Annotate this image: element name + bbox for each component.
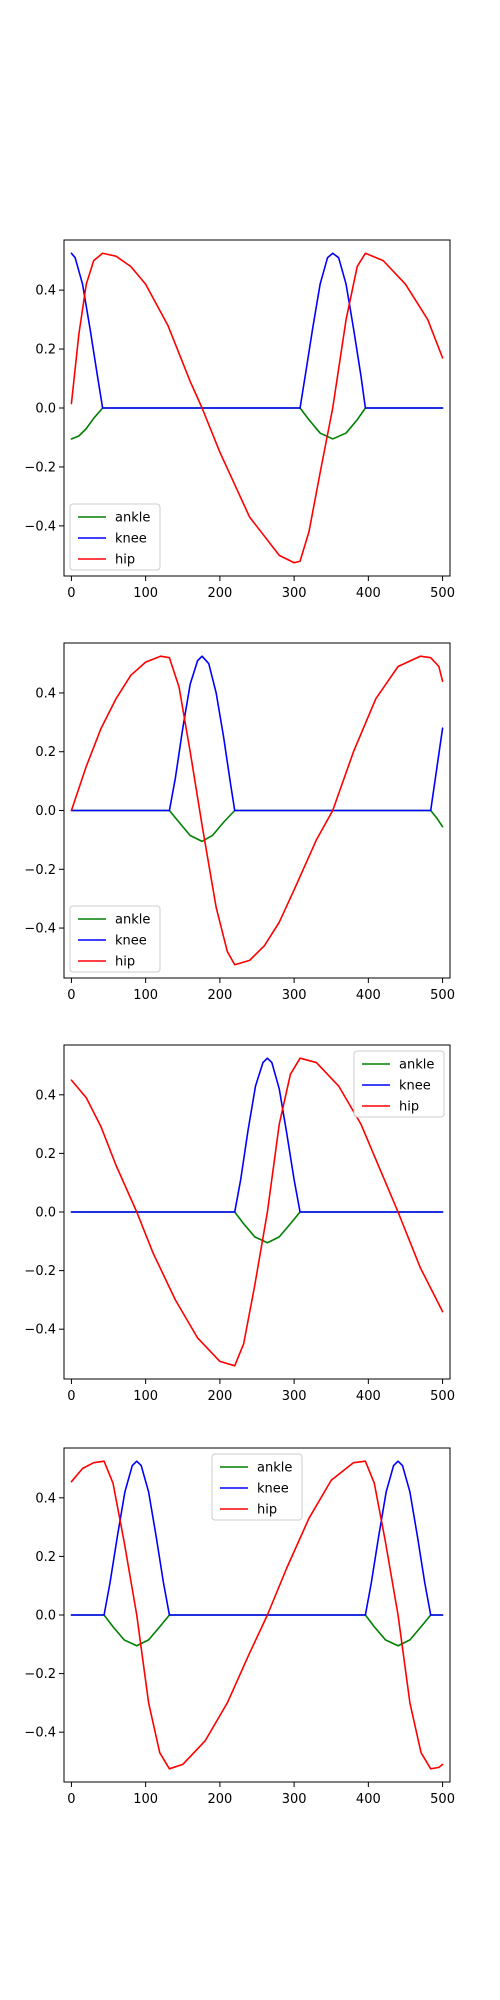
legend-label-knee: knee [399, 1079, 431, 1094]
x-tick-label: 400 [356, 1389, 381, 1404]
x-tick-label: 500 [430, 586, 455, 601]
x-tick-label: 200 [207, 1792, 232, 1807]
series-line-ankle [70, 1211, 444, 1244]
legend: ankle knee hip [211, 1453, 303, 1521]
series-line-ankle [70, 1614, 444, 1647]
y-tick-label: −0.4 [24, 922, 56, 937]
y-tick-label: 0.4 [35, 1088, 56, 1103]
x-tick-label: 0 [67, 1389, 75, 1404]
chart-panel-4: 0 100 200 300 400 500 −0.4 −0.2 0.0 0.2 0.4 ankle kn… [24, 1447, 455, 1807]
y-tick-label: 0.0 [35, 1206, 56, 1221]
legend-label-knee: knee [115, 934, 147, 949]
x-tick-label: 200 [207, 988, 232, 1003]
y-tick-label: −0.4 [24, 519, 56, 534]
series-line-hip [70, 655, 444, 966]
y-tick-label: 0.0 [35, 1609, 56, 1624]
legend-box [69, 503, 161, 571]
series-line-knee [70, 655, 444, 812]
legend-box [353, 1050, 445, 1118]
y-tick-label: −0.2 [24, 460, 56, 475]
y-tick-label: −0.2 [24, 863, 56, 878]
series-line-hip [70, 1460, 444, 1770]
x-tick-label: 100 [133, 1792, 158, 1807]
legend-label-hip: hip [115, 955, 135, 970]
legend-label-ankle: ankle [399, 1058, 434, 1073]
x-tick-label: 0 [67, 988, 75, 1003]
y-tick-label: −0.2 [24, 1264, 56, 1279]
x-tick-label: 300 [282, 988, 307, 1003]
y-tick-label: 0.0 [35, 402, 56, 417]
legend-label-knee: knee [115, 532, 147, 547]
x-tick-label: 0 [67, 1792, 75, 1807]
y-tick-label: 0.2 [35, 745, 56, 760]
y-tick-label: 0.2 [35, 343, 56, 358]
legend-label-ankle: ankle [115, 913, 150, 928]
x-tick-label: 100 [133, 988, 158, 1003]
y-tick-label: 0.2 [35, 1550, 56, 1565]
legend: ankle knee hip [353, 1050, 445, 1118]
legend-label-knee: knee [257, 1482, 289, 1497]
x-tick-label: 0 [67, 586, 75, 601]
x-tick-label: 400 [356, 1792, 381, 1807]
legend-label-hip: hip [115, 553, 135, 568]
chart-panel-3: 0 100 200 300 400 500 −0.4 −0.2 0.0 0.2 0.4 ankle kn… [24, 1044, 455, 1404]
y-tick-label: −0.4 [24, 1323, 56, 1338]
legend-label-hip: hip [399, 1100, 419, 1115]
x-tick-label: 200 [207, 586, 232, 601]
x-tick-label: 500 [430, 1792, 455, 1807]
legend: ankle knee hip [69, 905, 161, 973]
y-tick-label: 0.4 [35, 1491, 56, 1506]
legend-box [69, 905, 161, 973]
x-tick-label: 300 [282, 1389, 307, 1404]
legend: ankle knee hip [69, 503, 161, 571]
chart-panel-2: 0 100 200 300 400 500 −0.4 −0.2 0.0 0.2 0.4 ankle kn… [24, 642, 455, 1003]
x-tick-label: 100 [133, 1389, 158, 1404]
series-line-ankle [70, 407, 444, 440]
legend-label-hip: hip [257, 1503, 277, 1518]
x-tick-label: 300 [282, 586, 307, 601]
legend-box [211, 1453, 303, 1521]
y-tick-label: −0.2 [24, 1667, 56, 1682]
series-line-hip [70, 1057, 444, 1367]
x-tick-label: 200 [207, 1389, 232, 1404]
x-tick-label: 300 [282, 1792, 307, 1807]
x-tick-label: 100 [133, 586, 158, 601]
chart-panel-1: 0 100 200 300 400 500 −0.4 −0.2 0.0 0.2 0.4 ankle kn… [24, 239, 455, 601]
x-tick-label: 500 [430, 988, 455, 1003]
series-line-hip [70, 252, 444, 564]
y-tick-label: 0.4 [35, 284, 56, 299]
legend-label-ankle: ankle [115, 511, 150, 526]
series-line-knee [70, 1057, 444, 1213]
legend-label-ankle: ankle [257, 1461, 292, 1476]
y-tick-label: −0.4 [24, 1726, 56, 1741]
series-line-knee [70, 252, 444, 409]
series-line-ankle [70, 809, 444, 843]
y-tick-label: 0.0 [35, 804, 56, 819]
x-tick-label: 400 [356, 988, 381, 1003]
y-tick-label: 0.4 [35, 686, 56, 701]
x-tick-label: 400 [356, 586, 381, 601]
y-tick-label: 0.2 [35, 1147, 56, 1162]
x-tick-label: 500 [430, 1389, 455, 1404]
